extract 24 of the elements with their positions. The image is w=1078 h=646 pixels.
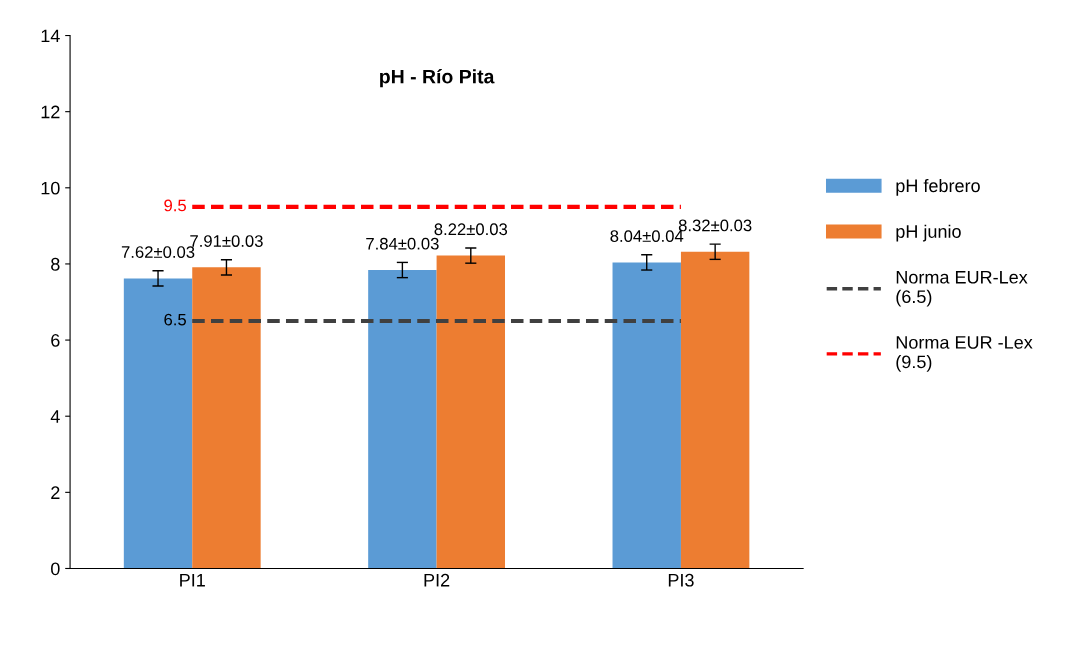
data-label: 6.5 <box>164 313 186 326</box>
y-tick-label: 12 <box>41 105 60 119</box>
y-tick-label: 14 <box>41 29 60 43</box>
y-tick-label: 6 <box>51 334 60 347</box>
data-label: 7.62±0.03 <box>121 246 195 258</box>
x-tick-label: PI1 <box>180 574 205 587</box>
data-label: 8.22±0.03 <box>434 223 508 236</box>
y-tick-label: 8 <box>51 257 60 271</box>
text: pH - Río Pita <box>380 69 495 88</box>
legend-label: Norma EUR-Lex (6.5) <box>896 271 1028 307</box>
data-label: 8.32±0.03 <box>678 219 752 232</box>
legend-label: pH febrero <box>896 178 980 196</box>
y-tick-label: 10 <box>41 181 60 195</box>
data-label: 8.04±0.04 <box>610 230 684 242</box>
data-label: 7.91±0.03 <box>190 235 263 247</box>
y-tick-label: 4 <box>50 410 60 423</box>
data-label: 9.5 <box>164 199 186 212</box>
data-label: 7.84±0.03 <box>366 237 439 250</box>
x-tick-label: PI3 <box>668 573 694 587</box>
legend-label: Norma EUR -Lex (9.5) <box>896 336 1033 372</box>
y-tick-label: 2 <box>51 486 60 499</box>
x-tick-label: PI2 <box>424 573 450 587</box>
y-tick-label: 0 <box>51 562 60 576</box>
legend-label: pH junio <box>896 224 961 242</box>
